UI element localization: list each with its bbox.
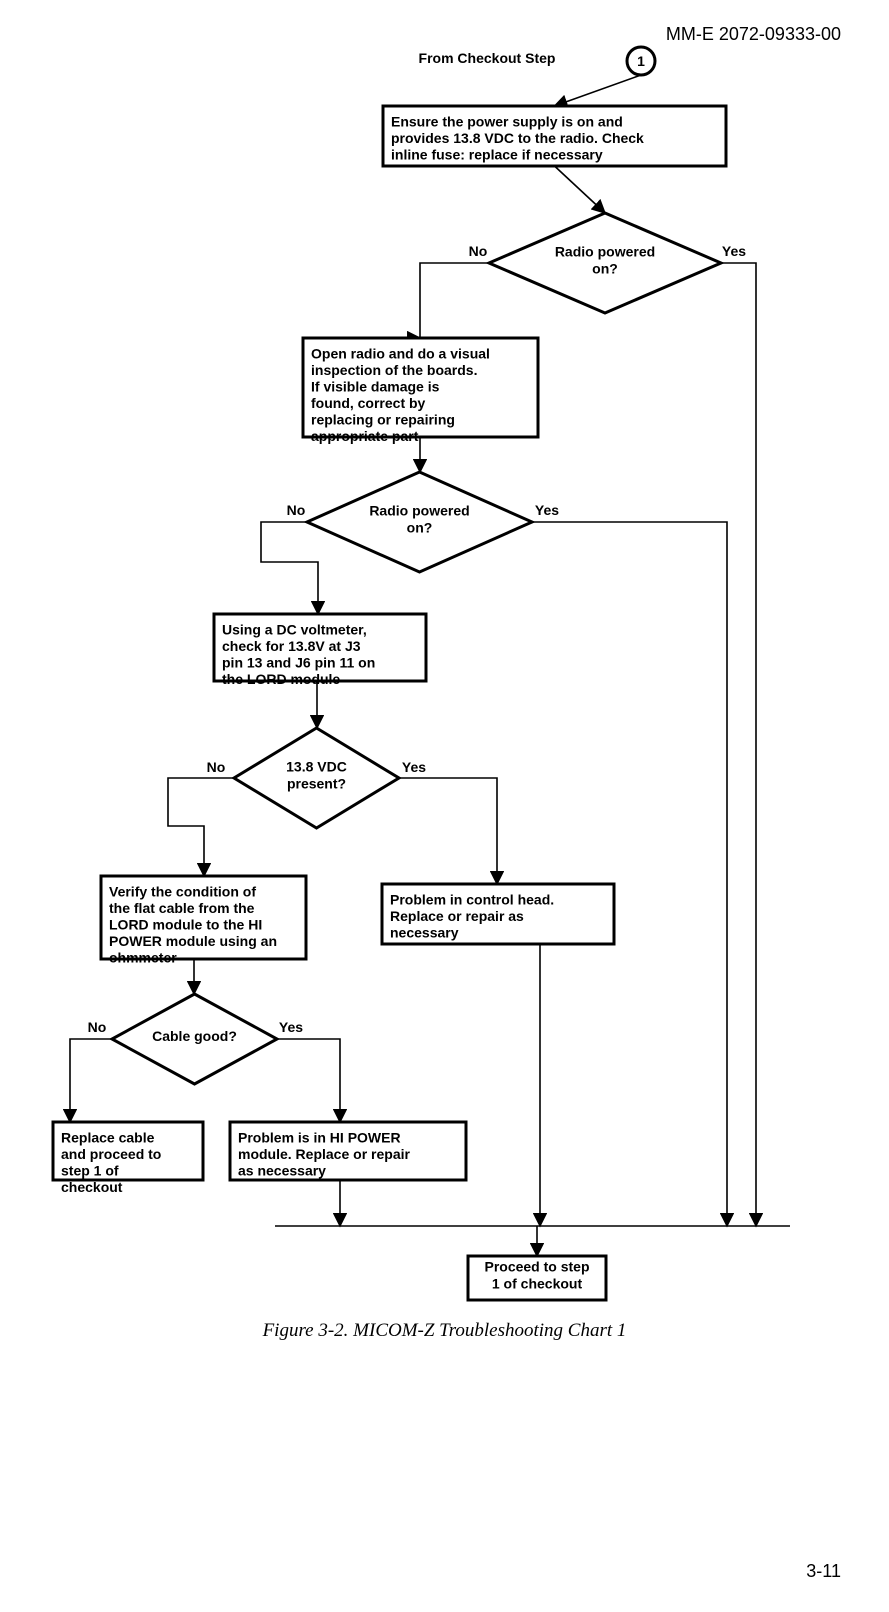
label: Proceed to step1 of checkout — [484, 1259, 589, 1292]
figure-caption: Figure 3-2. MICOM-Z Troubleshooting Char… — [0, 1320, 889, 1342]
svg-text:Cable good?: Cable good? — [152, 1028, 237, 1044]
branch-label: No — [207, 759, 226, 775]
branch-label: No — [469, 243, 488, 259]
branch-label: No — [88, 1019, 107, 1035]
flowchart: From Checkout Step1Ensure the power supp… — [0, 0, 889, 1612]
document-id: MM-E 2072-09333-00 — [666, 24, 841, 45]
svg-text:13.8 VDCpresent?: 13.8 VDCpresent? — [286, 759, 347, 792]
branch-label: Yes — [402, 759, 426, 775]
branch-label: Yes — [279, 1019, 303, 1035]
branch-label: Yes — [722, 243, 746, 259]
branch-label: No — [287, 502, 306, 518]
node-start_label: From Checkout Step — [419, 50, 556, 66]
svg-text:From Checkout Step: From Checkout Step — [419, 50, 556, 66]
page-number: 3-11 — [806, 1561, 841, 1582]
node-start_circle: 1 — [627, 47, 655, 75]
branch-label: Yes — [535, 502, 559, 518]
svg-text:1: 1 — [637, 53, 645, 69]
